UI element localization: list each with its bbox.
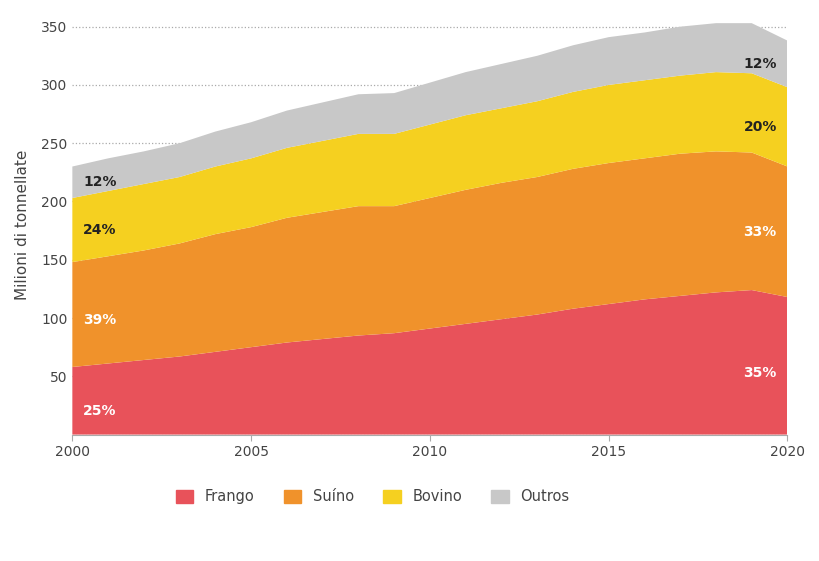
Text: 25%: 25% [83, 404, 116, 418]
Legend: Frango, Suíno, Bovino, Outros: Frango, Suíno, Bovino, Outros [170, 484, 575, 510]
Text: 12%: 12% [83, 175, 116, 189]
Text: 24%: 24% [83, 223, 116, 237]
Y-axis label: Milioni di tonnellate: Milioni di tonnellate [15, 150, 30, 300]
Text: 35%: 35% [743, 366, 776, 380]
Text: 12%: 12% [742, 57, 776, 71]
Text: 20%: 20% [743, 120, 776, 134]
Text: 33%: 33% [743, 225, 776, 239]
Text: 39%: 39% [83, 313, 116, 327]
